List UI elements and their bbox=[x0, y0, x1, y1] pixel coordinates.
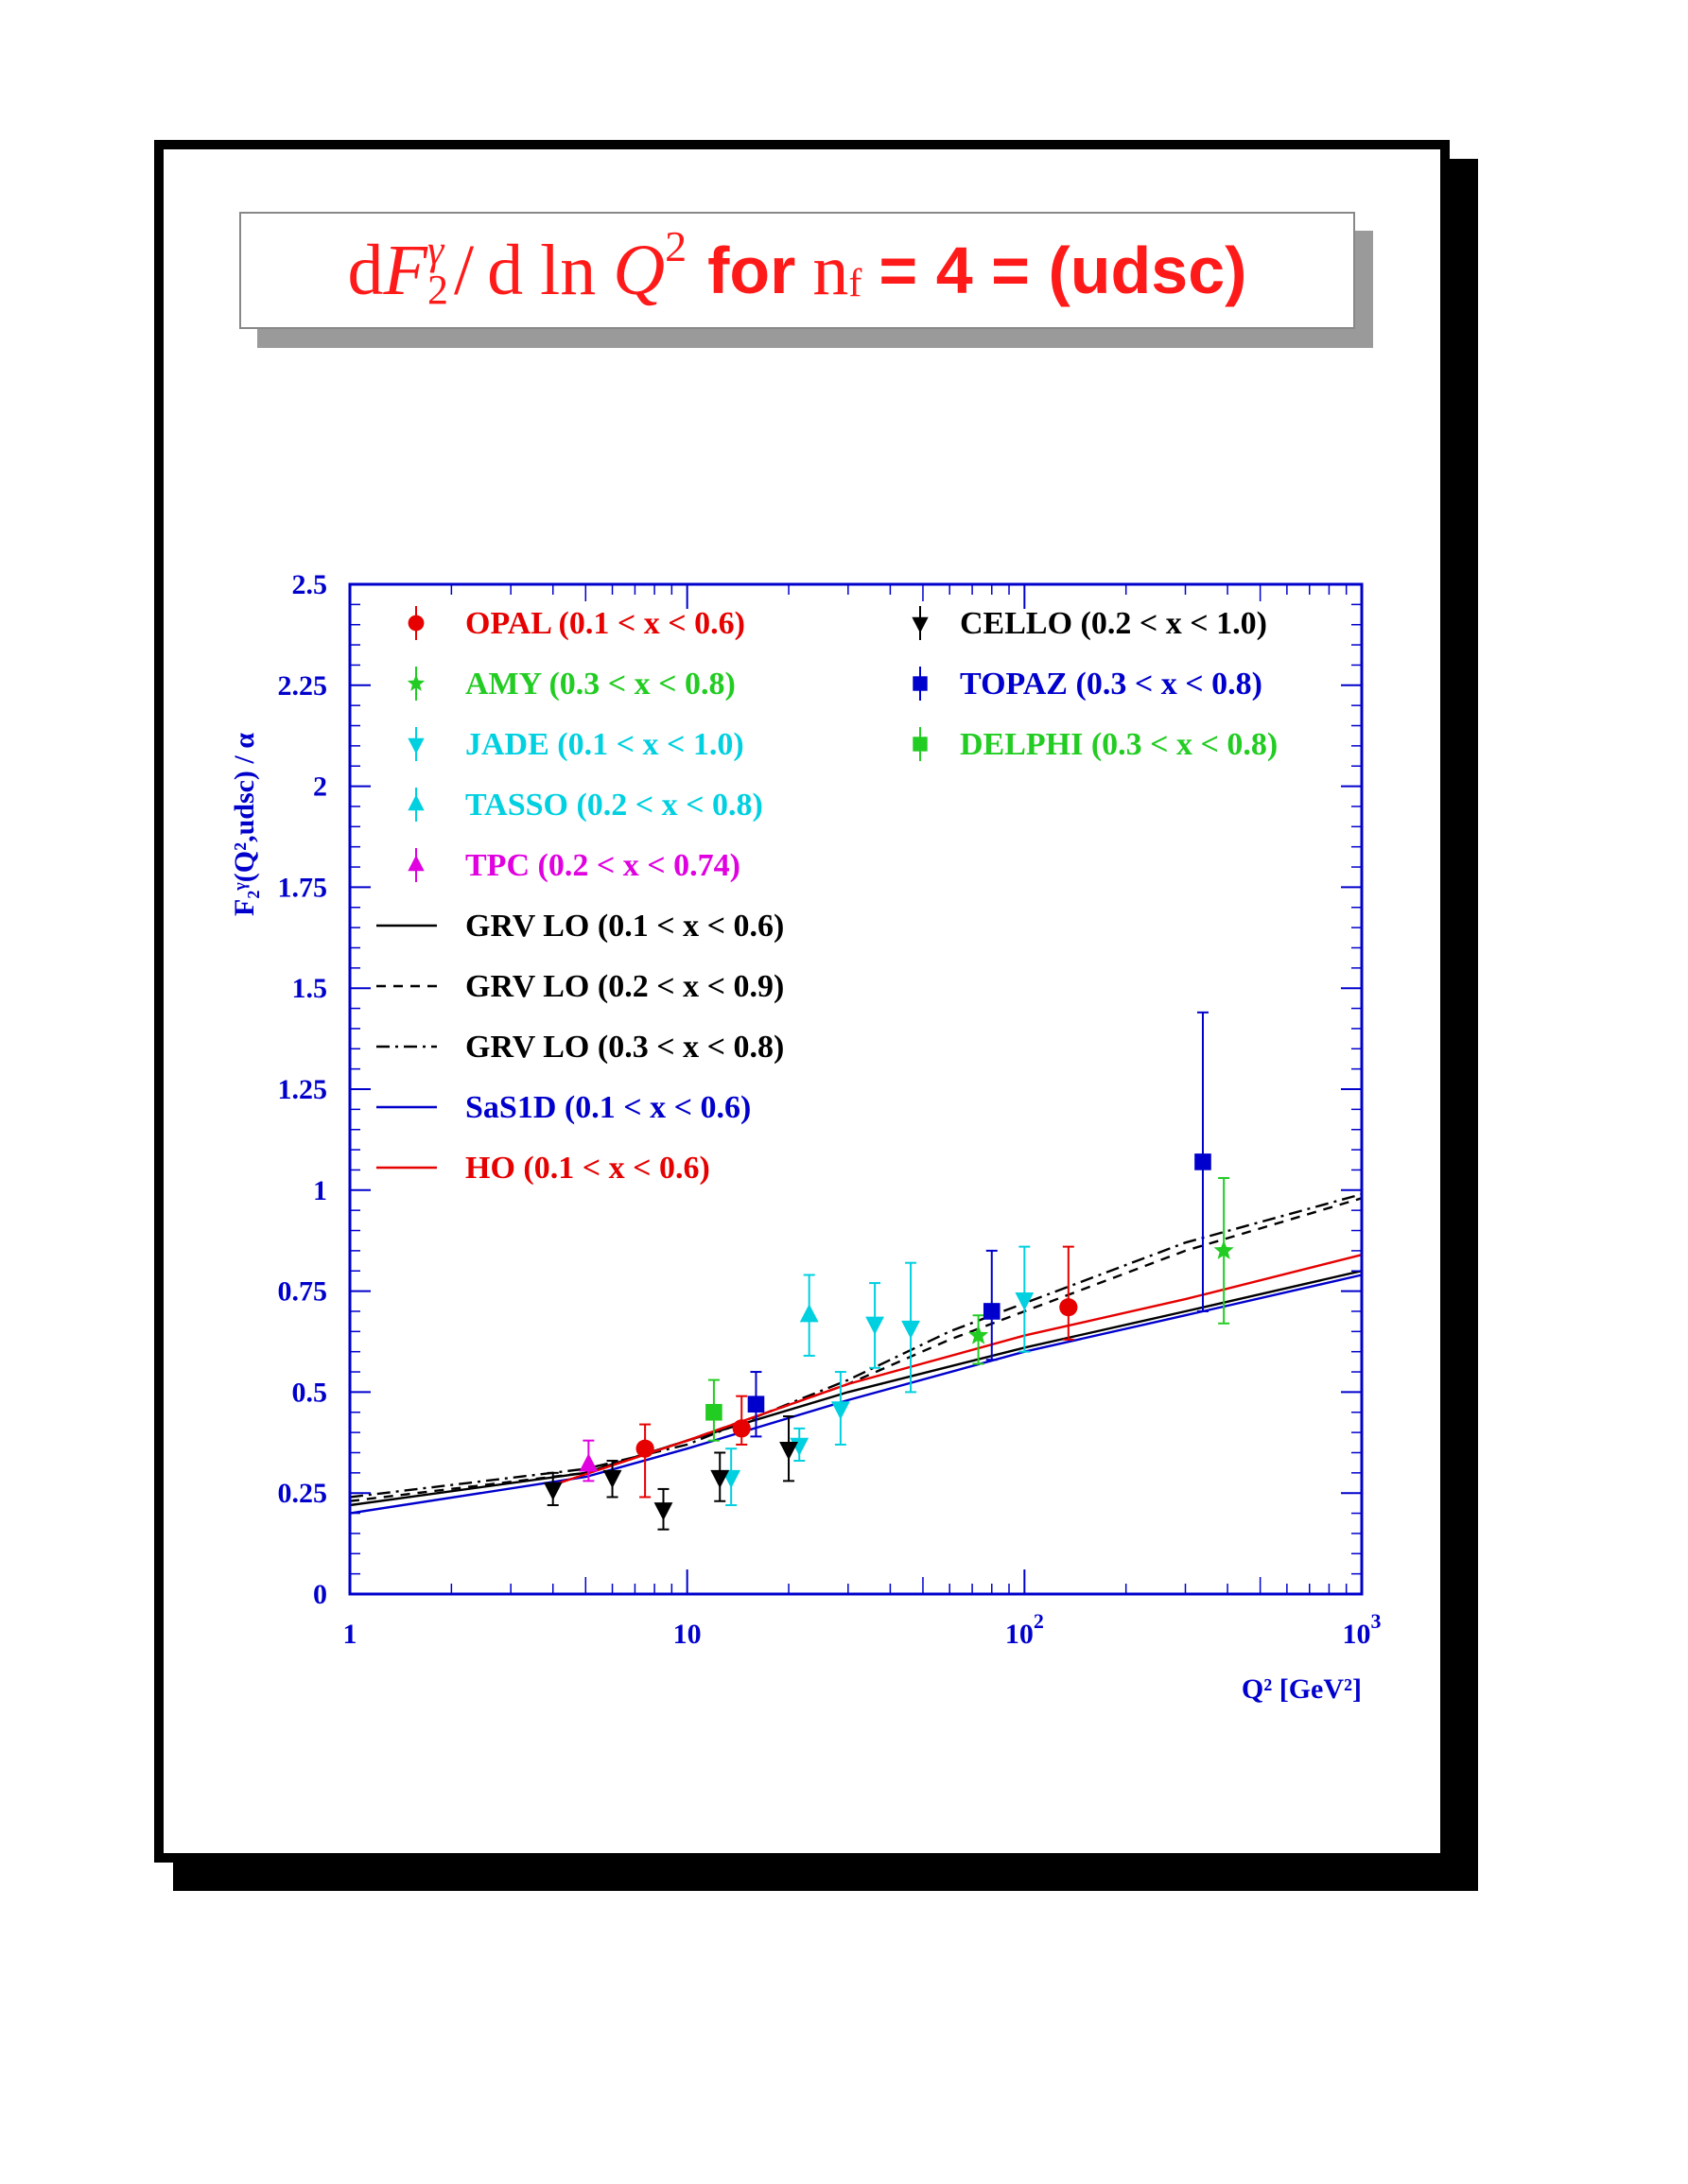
x-tick-label: 103 bbox=[1343, 1609, 1382, 1650]
data-point bbox=[579, 1453, 599, 1472]
title-slash: / bbox=[453, 230, 475, 310]
data-point bbox=[602, 1469, 622, 1489]
data-point bbox=[830, 1401, 850, 1420]
legend-entry-opal: OPAL (0.1 < x < 0.6) bbox=[465, 606, 745, 641]
x-tick-label: 10 bbox=[673, 1619, 702, 1650]
legend-entry-jade: JADE (0.1 < x < 1.0) bbox=[465, 727, 744, 762]
title-Q-sup: 2 bbox=[665, 221, 687, 270]
title-for: for bbox=[707, 234, 796, 307]
data-point bbox=[732, 1419, 751, 1438]
data-point bbox=[1059, 1298, 1078, 1317]
legend-marker bbox=[408, 794, 425, 811]
data-point bbox=[865, 1316, 885, 1335]
legend-entry-delphi: DELPHI (0.3 < x < 0.8) bbox=[960, 727, 1278, 762]
curve-line-2 bbox=[349, 1192, 1363, 1499]
curve-line-4 bbox=[552, 1254, 1363, 1486]
data-point bbox=[653, 1502, 673, 1521]
y-tick-label: 2.25 bbox=[278, 670, 328, 702]
data-point bbox=[543, 1482, 563, 1500]
legend-marker bbox=[408, 615, 425, 632]
data-point bbox=[705, 1403, 722, 1421]
y-tick-label: 1 bbox=[313, 1175, 327, 1206]
data-point bbox=[635, 1439, 654, 1458]
legend-entry-amy: AMY (0.3 < x < 0.8) bbox=[465, 667, 736, 702]
data-point bbox=[1194, 1153, 1211, 1170]
y-tick-label: 1.75 bbox=[278, 872, 328, 903]
series-cello bbox=[543, 1415, 798, 1531]
legend-entry-curve-0: GRV LO (0.1 < x < 0.6) bbox=[465, 909, 784, 944]
data-point bbox=[983, 1303, 1001, 1320]
x-axis-label: Q² [GeV²] bbox=[1242, 1673, 1362, 1705]
series-tpc bbox=[579, 1439, 599, 1482]
title-n: n bbox=[812, 230, 849, 310]
y-axis-label: F₂ᵞ(Q²,udsc) / α bbox=[229, 733, 260, 916]
title-F: F bbox=[383, 230, 427, 310]
legend: OPAL (0.1 < x < 0.6) AMY (0.3 < x < 0.8) J… bbox=[376, 606, 1278, 1186]
legend-marker bbox=[408, 855, 425, 872]
data-points bbox=[543, 1011, 1234, 1531]
series-jade bbox=[722, 1245, 1035, 1507]
title-ln: ln bbox=[540, 230, 597, 310]
data-point bbox=[1015, 1291, 1035, 1311]
legend-entry-curve-2: GRV LO (0.3 < x < 0.8) bbox=[465, 1030, 784, 1065]
legend-marker bbox=[912, 616, 929, 633]
title-d: d bbox=[347, 230, 384, 310]
y-tick-label: 0.5 bbox=[292, 1377, 328, 1408]
series-tasso bbox=[799, 1274, 819, 1357]
legend-entry-curve-1: GRV LO (0.2 < x < 0.9) bbox=[465, 969, 784, 1004]
legend-marker bbox=[913, 737, 928, 752]
series-topaz bbox=[747, 1011, 1211, 1438]
data-point bbox=[747, 1395, 765, 1413]
curve-line-1 bbox=[349, 1197, 1363, 1502]
legend-entry-topaz: TOPAZ (0.3 < x < 0.8) bbox=[960, 667, 1262, 702]
data-point bbox=[710, 1469, 730, 1489]
title-n-sub: f bbox=[848, 262, 862, 305]
legend-marker bbox=[913, 676, 928, 691]
y-tick-label: 0.75 bbox=[278, 1276, 328, 1308]
title-F-sub: 2 bbox=[426, 267, 448, 313]
series-delphi bbox=[705, 1378, 722, 1442]
x-tick-label: 102 bbox=[1005, 1609, 1044, 1650]
legend-entry-cello: CELLO (0.2 < x < 1.0) bbox=[960, 606, 1267, 641]
legend-entry-curve-4: HO (0.1 < x < 0.6) bbox=[465, 1151, 710, 1186]
curve-line-0 bbox=[349, 1270, 1363, 1507]
data-point bbox=[1213, 1239, 1234, 1259]
legend-entry-curve-3: SaS1D (0.1 < x < 0.6) bbox=[465, 1090, 751, 1125]
data-point bbox=[799, 1304, 819, 1323]
legend-entry-tpc: TPC (0.2 < x < 0.74) bbox=[465, 848, 740, 883]
series-amy bbox=[967, 1176, 1234, 1365]
axes: 0 0.25 0.5 0.75 1 1.25 1.5 1.75 2 2.25 2.5 1 10 102 10… bbox=[278, 569, 1382, 1650]
data-point bbox=[779, 1442, 798, 1461]
model-curves bbox=[349, 1192, 1363, 1515]
title-d2: d bbox=[487, 230, 524, 310]
legend-marker bbox=[408, 737, 425, 754]
title-Q: Q bbox=[613, 230, 666, 310]
y-tick-label: 1.5 bbox=[292, 973, 328, 1004]
y-tick-label: 2.5 bbox=[292, 569, 328, 600]
curve-line-3 bbox=[349, 1274, 1363, 1515]
data-point bbox=[901, 1320, 920, 1340]
y-tick-label: 0 bbox=[313, 1579, 327, 1610]
data-point bbox=[967, 1325, 989, 1344]
y-tick-label: 1.25 bbox=[278, 1074, 328, 1105]
y-tick-label: 2 bbox=[313, 771, 327, 803]
series-opal bbox=[635, 1245, 1078, 1499]
slide-frame bbox=[154, 140, 1450, 1863]
title-rest: = 4 = (udsc) bbox=[879, 234, 1247, 307]
legend-entry-tasso: TASSO (0.2 < x < 0.8) bbox=[465, 788, 763, 823]
y-tick-label: 0.25 bbox=[278, 1478, 328, 1509]
x-tick-label: 1 bbox=[343, 1619, 357, 1650]
legend-marker bbox=[407, 674, 426, 691]
title-F-sup: γ bbox=[426, 227, 444, 274]
